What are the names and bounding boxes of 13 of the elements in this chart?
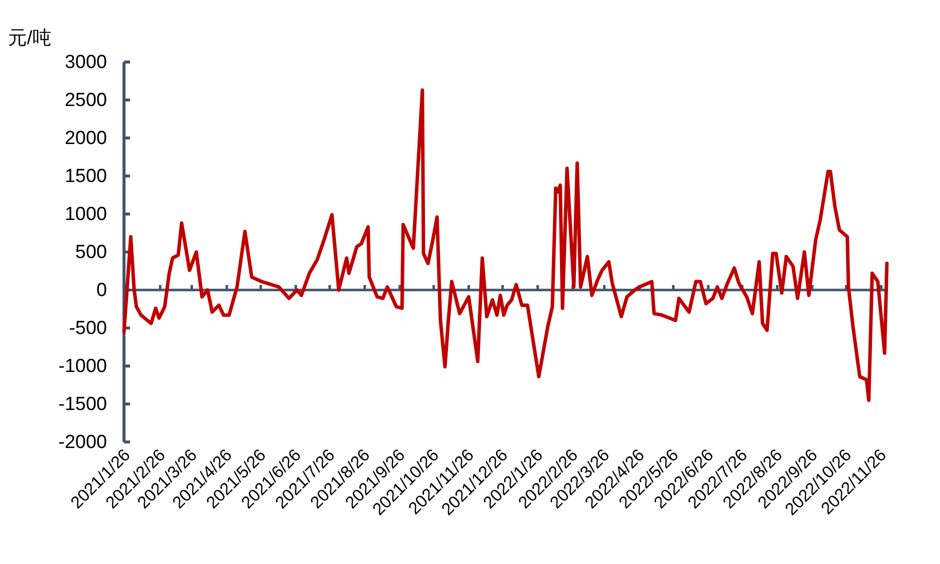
y-tick-label: 2000 [64,128,107,150]
y-tick-label: -1000 [58,356,107,378]
y-tick-label: -1500 [58,394,107,416]
y-tick-label: 500 [75,242,107,264]
y-tick-label: -500 [68,318,107,340]
y-tick-label: 1500 [64,166,107,188]
y-axis-title: 元/吨 [8,28,52,49]
y-tick-label: 1000 [64,204,107,226]
y-tick-label: 0 [96,280,107,302]
line-series [122,88,889,402]
y-tick-label: -2000 [58,432,107,454]
y-tick-label: 2500 [64,90,107,112]
y-tick-label: 3000 [64,52,107,74]
